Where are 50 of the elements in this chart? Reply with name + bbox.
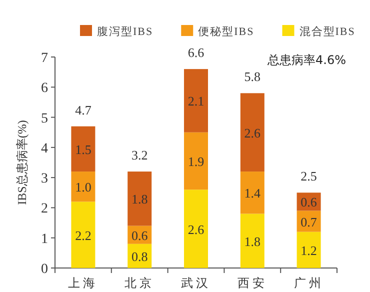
x-tick-label: 西安 [237,276,268,290]
total-label: 5.8 [244,69,261,84]
y-tick-label: 2 [41,202,48,217]
data-label: 0.6 [300,194,318,210]
bar [184,190,208,268]
data-label: 1.8 [131,192,148,207]
y-tick-label: 1 [41,232,48,247]
x-tick-label: 上海 [68,276,98,290]
data-label: 0.8 [131,248,148,264]
bar [184,69,208,132]
total-label: 3.2 [131,148,148,163]
total-label: 6.6 [188,45,205,60]
bar [184,132,208,190]
total-label: 2.5 [300,168,317,184]
legend-label: 便秘型IBS [198,26,254,38]
data-label: 1.2 [300,242,317,258]
bar [240,172,264,214]
data-label: 2.6 [188,222,205,237]
y-tick-label: 4 [41,141,48,156]
y-axis-title: IBS总患病率(%) [15,120,29,205]
legend-label: 腹泻型IBS [97,26,154,38]
data-label: 2.6 [244,125,262,140]
data-label: 1.4 [244,186,262,201]
x-tick-label: 武汉 [181,276,211,290]
x-tick-label: 广州 [294,276,324,290]
data-label: 1.9 [188,154,204,169]
data-label: 2.1 [188,94,204,109]
annotation: 总患病率4.6% [266,53,346,67]
total-label: 4.7 [75,102,92,118]
y-tick-label: 0 [41,262,48,277]
legend-label: 混合型IBS [299,25,356,38]
data-label: 1.0 [75,180,92,195]
data-label: 1.8 [244,234,261,249]
bar [71,202,96,268]
data-label: 2.2 [75,228,92,243]
bar [240,93,264,172]
y-tick-label: 5 [41,111,48,126]
bar [296,210,321,232]
x-tick-label: 北京 [124,276,155,290]
bar [71,172,96,202]
y-tick-label: 6 [41,81,48,96]
y-tick-label: 7 [41,51,48,66]
data-label: 0.6 [131,228,148,243]
data-label: 0.7 [300,214,318,230]
y-tick-label: 3 [41,172,48,187]
bar [71,126,96,172]
bar [240,214,264,268]
data-label: 1.5 [75,142,92,157]
bar [296,232,321,268]
bar [128,172,152,226]
